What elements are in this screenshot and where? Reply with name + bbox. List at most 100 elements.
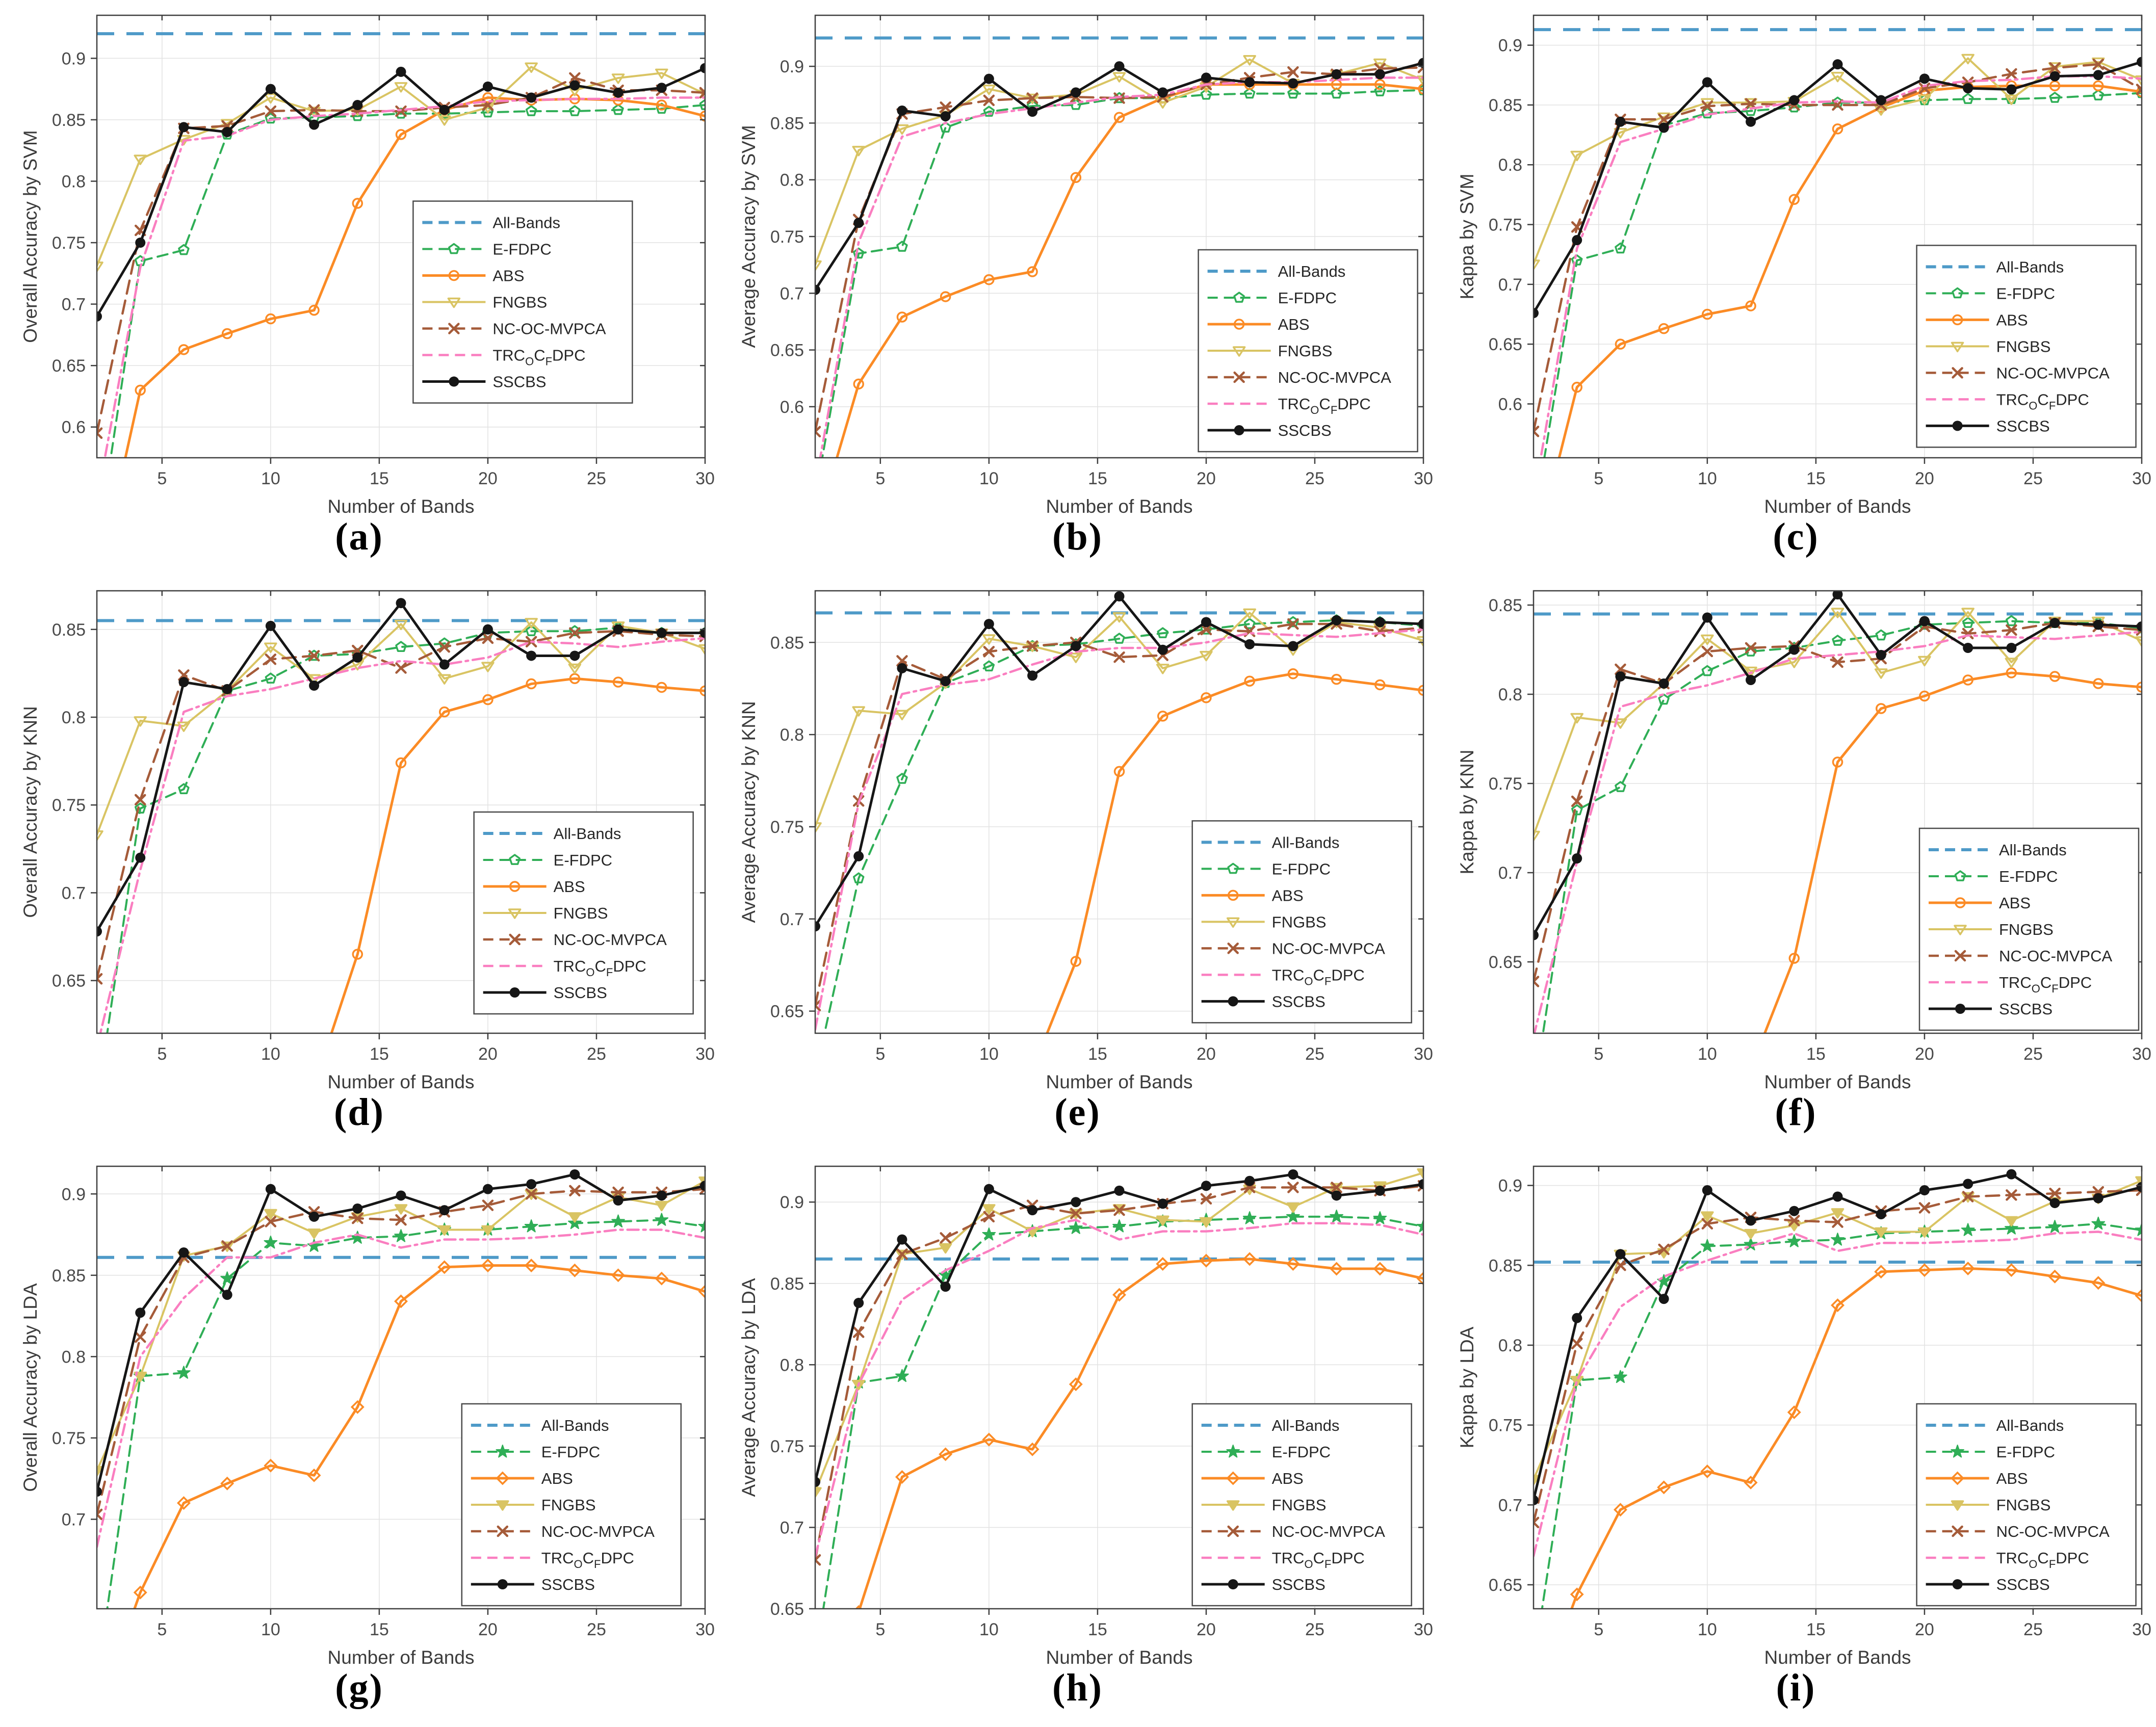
legend-item-abs: ABS	[471, 1470, 573, 1487]
legend-item-sscbs: SSCBS	[1926, 1576, 2049, 1593]
legend-item-nc-oc-mvpca: NC-OC-MVPCA	[422, 320, 606, 338]
legend-item-all-bands: All-Bands	[1926, 1417, 2064, 1434]
legend-item-abs: ABS	[1926, 311, 2028, 329]
axis-ticks	[1527, 15, 2142, 464]
legend-item-abs: ABS	[1928, 894, 2031, 912]
svg-text:0.85: 0.85	[770, 114, 803, 133]
svg-text:0.65: 0.65	[1488, 335, 1522, 354]
axis-ticks	[809, 1166, 1424, 1615]
x-axis-label: Number of Bands	[1764, 1647, 1911, 1665]
legend-item-trcocfdpc: TRCOCFDPC	[1926, 1549, 2089, 1571]
svg-text:E-FDPC: E-FDPC	[553, 851, 612, 869]
svg-text:FNGBS: FNGBS	[492, 294, 547, 311]
legend-item-nc-oc-mvpca: NC-OC-MVPCA	[1926, 1523, 2110, 1540]
svg-text:NC-OC-MVPCA: NC-OC-MVPCA	[1996, 364, 2109, 382]
axis-box	[96, 1165, 706, 1610]
caption-c: (c)	[1773, 515, 1819, 558]
svg-text:TRCOCFDPC: TRCOCFDPC	[1271, 1549, 1364, 1571]
svg-text:20: 20	[478, 469, 498, 488]
svg-text:TRCOCFDPC: TRCOCFDPC	[1996, 1549, 2089, 1571]
x-axis-label: Number of Bands	[327, 1071, 474, 1089]
svg-text:15: 15	[1087, 1620, 1107, 1639]
svg-text:SSCBS: SSCBS	[492, 373, 546, 391]
legend-item-abs: ABS	[1926, 1470, 2028, 1487]
svg-text:TRCOCFDPC: TRCOCFDPC	[1996, 390, 2089, 412]
svg-text:30: 30	[1414, 1620, 1433, 1639]
svg-text:25: 25	[587, 1044, 606, 1064]
svg-text:0.9: 0.9	[780, 57, 803, 76]
legend-item-fngbs: FNGBS	[483, 904, 608, 922]
subplot-d: 5 10 15 20 25 30 0.65 0.7 0.75 0.8 0.85 Number of B…	[0, 575, 718, 1151]
plot-area	[96, 32, 705, 458]
series-line-abs	[854, 1252, 1423, 1609]
svg-text:0.9: 0.9	[61, 49, 85, 68]
legend-item-fngbs: FNGBS	[1201, 913, 1326, 931]
svg-text:TRCOCFDPC: TRCOCFDPC	[1999, 974, 2092, 995]
svg-text:0.9: 0.9	[1498, 1176, 1522, 1196]
legend-box: All-Bands E-FDPC ABS FNGBS NC-OC-MVPCA TRCOCF…	[1191, 1403, 1412, 1607]
svg-text:5: 5	[1594, 1620, 1603, 1639]
axis-box	[814, 1165, 1424, 1610]
svg-text:0.6: 0.6	[61, 418, 85, 437]
svg-text:25: 25	[1305, 469, 1324, 488]
legend-box: All-Bands E-FDPC ABS FNGBS NC-OC-MVPCA TRCOCF…	[1915, 245, 2137, 448]
svg-text:E-FDPC: E-FDPC	[1271, 860, 1330, 878]
svg-text:0.65: 0.65	[1488, 953, 1522, 972]
svg-text:20: 20	[1915, 1620, 1934, 1639]
svg-text:All-Bands: All-Bands	[492, 214, 560, 232]
svg-text:SSCBS: SSCBS	[541, 1576, 594, 1593]
axis-box	[814, 590, 1424, 1034]
y-axis-label: Kappa by LDA	[1457, 1326, 1477, 1448]
svg-text:ABS: ABS	[541, 1470, 573, 1487]
svg-text:10: 10	[979, 1620, 998, 1639]
series-line-sscbs	[96, 63, 705, 322]
svg-text:SSCBS: SSCBS	[1278, 422, 1331, 439]
svg-text:SSCBS: SSCBS	[553, 984, 607, 1002]
x-axis-label: Number of Bands	[1046, 1071, 1192, 1089]
legend-item-e-fdpc: E-FDPC	[483, 851, 612, 869]
svg-text:FNGBS: FNGBS	[1271, 1496, 1326, 1514]
series-line-trcocfdpc	[96, 1228, 705, 1548]
series-line-trcocfdpc	[1539, 75, 2142, 458]
axis-ticks	[90, 1166, 706, 1615]
svg-text:0.7: 0.7	[61, 883, 85, 903]
svg-text:25: 25	[2023, 1620, 2043, 1639]
svg-text:SSCBS: SSCBS	[1996, 1576, 2049, 1593]
svg-text:ABS: ABS	[1996, 1470, 2028, 1487]
svg-text:TRCOCFDPC: TRCOCFDPC	[1278, 395, 1370, 416]
axis-ticks	[809, 591, 1424, 1039]
series-line-sscbs	[815, 591, 1423, 932]
legend-box: All-Bands E-FDPC ABS FNGBS NC-OC-MVPCA TRCOCF…	[412, 200, 633, 404]
svg-text:0.75: 0.75	[770, 227, 803, 247]
legend-item-nc-oc-mvpca: NC-OC-MVPCA	[1928, 947, 2112, 965]
series-line-trcocfdpc	[103, 96, 705, 458]
svg-text:E-FDPC: E-FDPC	[541, 1443, 600, 1461]
series-line-abs	[835, 79, 1423, 458]
svg-text:NC-OC-MVPCA: NC-OC-MVPCA	[541, 1523, 654, 1540]
svg-text:30: 30	[2132, 1620, 2151, 1639]
svg-text:20: 20	[478, 1620, 498, 1639]
svg-text:All-Bands: All-Bands	[1271, 1417, 1339, 1434]
svg-text:All-Bands: All-Bands	[1996, 258, 2064, 276]
svg-text:0.85: 0.85	[770, 1274, 803, 1294]
svg-text:0.85: 0.85	[1488, 596, 1522, 615]
svg-text:TRCOCFDPC: TRCOCFDPC	[541, 1549, 634, 1571]
svg-text:0.6: 0.6	[1498, 395, 1522, 414]
svg-text:E-FDPC: E-FDPC	[1278, 289, 1336, 307]
svg-text:All-Bands: All-Bands	[1271, 833, 1339, 851]
axis-box	[96, 14, 706, 459]
svg-text:0.65: 0.65	[770, 1600, 803, 1619]
legend-item-fngbs: FNGBS	[1928, 921, 2053, 938]
gridlines	[815, 15, 1424, 458]
svg-text:5: 5	[1594, 469, 1603, 488]
series-line-trcocfdpc	[98, 637, 705, 1033]
chart-canvas-e: 5 10 15 20 25 30 0.65 0.7 0.75 0.8 0.85 Number of B…	[738, 590, 1433, 1089]
x-axis-label: Number of Bands	[1764, 1071, 1911, 1089]
svg-text:0.8: 0.8	[1498, 685, 1522, 704]
svg-text:10: 10	[1697, 1044, 1717, 1064]
axis-box	[1532, 1165, 2142, 1610]
svg-text:15: 15	[369, 469, 388, 488]
svg-text:15: 15	[1087, 1044, 1107, 1064]
series-line-abs	[1045, 668, 1423, 1033]
x-axis-label: Number of Bands	[327, 496, 474, 514]
